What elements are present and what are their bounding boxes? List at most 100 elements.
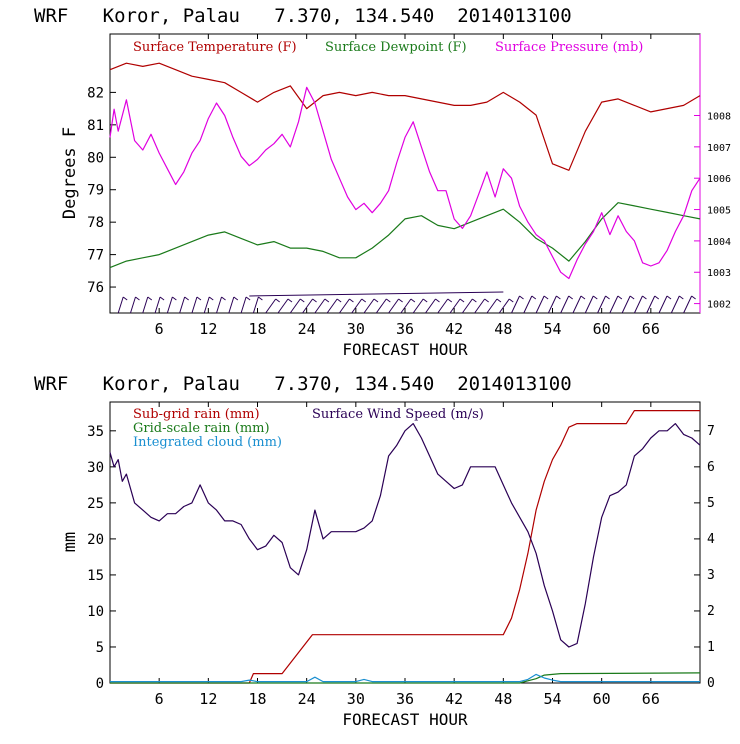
precip-x-tick-label: 48 (494, 690, 512, 708)
precip-y2-tick-label: 6 (707, 460, 715, 475)
wind-barb-flag (361, 298, 367, 303)
temp-y-tick-label: 77 (87, 248, 104, 264)
legend-surface-temperature: Surface Temperature (F) (133, 40, 297, 55)
wind-barb-flag (245, 296, 251, 301)
wind-barb-staff (388, 298, 400, 314)
wind-barb-baseline (249, 291, 504, 297)
wind-barb-flag (196, 296, 202, 301)
temp-x-tick-label: 60 (593, 320, 611, 338)
legend-integrated-cloud: Integrated cloud (mm) (133, 435, 282, 450)
wind-barb-staff (535, 295, 545, 314)
wind-barb-flag (496, 298, 502, 303)
wind-barb-flag (233, 296, 239, 301)
integrated-cloud-mm-line (110, 673, 700, 683)
precip-y-tick-label: 0 (96, 676, 104, 692)
wind-barb-staff (572, 295, 582, 314)
wind-barb-flag (258, 296, 263, 301)
wind-barb-flag (410, 298, 416, 303)
legend-grid-scale-rain: Grid-scale rain (mm) (133, 421, 270, 436)
wind-barb-staff (486, 298, 498, 314)
wind-barb-staff (191, 296, 198, 314)
wind-barb-staff (289, 298, 301, 314)
wind-barb-staff (130, 296, 136, 314)
surface-temperature-f-line (109, 62, 701, 171)
wind-barb-flag (691, 295, 696, 300)
precip-x-tick-label: 60 (593, 690, 611, 708)
grid-scale-rain-mm-line (110, 672, 701, 684)
precip-y-tick-label: 10 (87, 604, 104, 620)
precip-x-tick-label: 18 (248, 690, 266, 708)
wind-barb-flag (349, 298, 354, 303)
temp-y-tick-label: 80 (87, 150, 104, 166)
wind-barb-staff (302, 298, 313, 314)
wind-barb-staff (584, 295, 594, 314)
wind-barb-staff (154, 296, 161, 314)
wind-barb-staff (228, 296, 235, 314)
wind-barb-staff (339, 298, 350, 314)
wind-barb-flag (184, 296, 189, 301)
wind-barb-flag (508, 298, 514, 303)
wind-barb-flag (336, 298, 342, 303)
wind-barb-staff (412, 298, 424, 314)
legend-surface-dewpoint: Surface Dewpoint (F) (325, 40, 467, 55)
temp-y2-tick-label: 1006 (707, 174, 731, 185)
wind-barb-staff (400, 298, 412, 314)
temp-x-tick-label: 30 (347, 320, 365, 338)
precip-y-tick-label: 30 (87, 460, 104, 476)
temp-y-tick-label: 79 (87, 183, 104, 199)
temp-x-tick-label: 42 (445, 320, 463, 338)
precip-y2-tick-label: 4 (707, 532, 715, 547)
wind-barb-flag (312, 298, 317, 303)
precip-y-tick-label: 15 (87, 568, 104, 584)
wind-barb-flag (629, 295, 635, 300)
wind-barb-flag (159, 296, 165, 301)
precip-y2-tick-label: 3 (707, 568, 715, 583)
temp-y-tick-label: 82 (87, 85, 104, 101)
wind-barb-staff (326, 298, 338, 314)
precip-x-tick-label: 66 (642, 690, 660, 708)
wind-barb-flag (472, 298, 477, 303)
wind-barb-staff (621, 295, 631, 314)
wind-barb-staff (547, 295, 557, 314)
wind-barb-flag (543, 295, 549, 300)
precip-y-tick-label: 25 (87, 496, 104, 512)
wind-barb-staff (142, 296, 149, 314)
temp-y-tick-label: 78 (87, 215, 104, 231)
precipitation-x-axis-label: FORECAST HOUR (342, 710, 468, 729)
temp-x-tick-label: 6 (155, 320, 164, 338)
wind-barbs (117, 291, 696, 314)
wind-barb-staff (252, 296, 259, 314)
wind-barb-staff (449, 298, 461, 314)
temperature-y-axis-label: Degrees F (60, 127, 80, 219)
temp-x-tick-label: 18 (248, 320, 266, 338)
wind-barb-flag (435, 298, 440, 303)
wind-barb-flag (592, 295, 598, 300)
temp-x-tick-label: 36 (396, 320, 414, 338)
wind-barb-flag (373, 298, 379, 303)
wind-barb-staff (670, 295, 680, 314)
wind-barb-flag (519, 295, 524, 300)
temp-y2-tick-label: 1003 (707, 268, 731, 279)
precip-x-tick-label: 42 (445, 690, 463, 708)
wind-barb-staff (363, 298, 375, 314)
wind-barb-staff (560, 295, 570, 314)
temp-y2-tick-label: 1008 (707, 112, 731, 123)
legend-surface-pressure: Surface Pressure (mb) (495, 40, 643, 55)
wind-barb-flag (299, 298, 305, 303)
wind-barb-flag (679, 295, 684, 300)
precip-x-tick-label: 6 (155, 690, 164, 708)
wind-barb-flag (275, 298, 280, 303)
wind-barb-flag (398, 298, 403, 303)
precip-y-tick-label: 35 (87, 424, 104, 440)
wind-barb-staff (646, 295, 656, 314)
wind-barb-flag (172, 296, 177, 301)
temperature-panel: WRF Koror, Palau 7.370, 134.540 20140131… (34, 5, 731, 359)
temp-x-tick-label: 12 (199, 320, 217, 338)
temperature-plot-frame (109, 33, 701, 314)
wind-barb-flag (617, 295, 623, 300)
wind-barb-staff (265, 298, 277, 314)
wind-barb-flag (287, 298, 293, 303)
temp-y2-tick-label: 1005 (707, 206, 731, 217)
